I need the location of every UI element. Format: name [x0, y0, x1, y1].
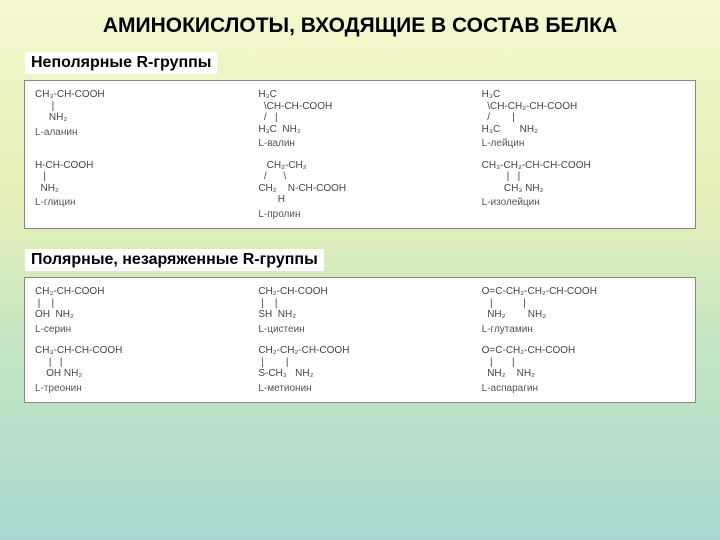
polar-block: CH₂-CH-COOH | | OH NH₂ L-серин CH₂-CH-CO…	[24, 277, 696, 403]
formula-line: CH₂-CH-COOH	[35, 286, 238, 298]
formula-line: | |	[482, 171, 685, 183]
molecule-glycine: H-CH-COOH | NH₂ L-глицин	[35, 160, 238, 221]
molecule-label: L-аланин	[35, 127, 238, 139]
formula-line: | |	[482, 298, 685, 310]
formula-line: NH₂	[35, 112, 238, 124]
molecule-label: L-треонин	[35, 383, 238, 395]
polar-row2: CH₃-CH-CH-COOH | | OH NH₂ L-треонин CH₂-…	[35, 345, 685, 394]
molecule-isoleucine: CH₃-CH₂-CH-CH-COOH | | CH₃ NH₂ L-изолейц…	[482, 160, 685, 221]
formula-line: | |	[258, 298, 461, 310]
molecule-asparagine: O=C-CH₂-CH-COOH | | NH₂ NH₂ L-аспарагин	[482, 345, 685, 394]
formula-line: CH₃-CH-COOH	[35, 89, 238, 101]
formula-line: H₃C	[482, 89, 685, 101]
formula-line: CH₃-CH₂-CH-CH-COOH	[482, 160, 685, 172]
formula-line: NH₂ NH₂	[482, 309, 685, 321]
formula-line: \CH-CH₂-CH-COOH	[482, 101, 685, 113]
molecule-cysteine: CH₂-CH-COOH | | SH NH₂ L-цистеин	[258, 286, 461, 335]
formula-line: / |	[482, 112, 685, 124]
molecule-label: L-пролин	[258, 209, 461, 221]
formula-line: OH NH₂	[35, 309, 238, 321]
molecule-valine: H₃C \CH-CH-COOH / | H₃C NH₂ L-валин	[258, 89, 461, 150]
formula-line: | |	[258, 357, 461, 369]
formula-line: / |	[258, 112, 461, 124]
formula-line: NH₂	[35, 183, 238, 195]
formula-line: NH₂ NH₂	[482, 368, 685, 380]
molecule-label: L-аспарагин	[482, 383, 685, 395]
molecule-label: L-глутамин	[482, 324, 685, 336]
molecule-label: L-метионин	[258, 383, 461, 395]
formula-line: CH₂-CH₂-CH-COOH	[258, 345, 461, 357]
molecule-proline: CH₂-CH₂ / \ CH₂ N-CH-COOH H L-пролин	[258, 160, 461, 221]
molecule-label: L-лейцин	[482, 138, 685, 150]
formula-line: |	[35, 101, 238, 113]
formula-line: H₃C NH₂	[482, 124, 685, 136]
molecule-serine: CH₂-CH-COOH | | OH NH₂ L-серин	[35, 286, 238, 335]
formula-line: CH₂-CH-COOH	[258, 286, 461, 298]
molecule-leucine: H₃C \CH-CH₂-CH-COOH / | H₃C NH₂ L-лейцин	[482, 89, 685, 150]
nonpolar-row2: H-CH-COOH | NH₂ L-глицин CH₂-CH₂ / \ CH₂…	[35, 160, 685, 221]
molecule-threonine: CH₃-CH-CH-COOH | | OH NH₂ L-треонин	[35, 345, 238, 394]
formula-line: OH NH₂	[35, 368, 238, 380]
formula-line: SH NH₂	[258, 309, 461, 321]
formula-line: / \	[258, 171, 461, 183]
formula-line: CH₂-CH₂	[258, 160, 461, 172]
nonpolar-block: CH₃-CH-COOH | NH₂ L-аланин H₃C \CH-CH-CO…	[24, 80, 696, 229]
formula-line: H₃C NH₂	[258, 124, 461, 136]
formula-line: H	[258, 194, 461, 206]
slide-title: АМИНОКИСЛОТЫ, ВХОДЯЩИЕ В СОСТАВ БЕЛКА	[0, 0, 720, 46]
nonpolar-row1: CH₃-CH-COOH | NH₂ L-аланин H₃C \CH-CH-CO…	[35, 89, 685, 150]
section1-heading: Неполярные R-группы	[25, 52, 217, 74]
formula-line: | |	[482, 357, 685, 369]
formula-line: O=C-CH₂-CH₂-CH-COOH	[482, 286, 685, 298]
molecule-glutamine: O=C-CH₂-CH₂-CH-COOH | | NH₂ NH₂ L-глутам…	[482, 286, 685, 335]
formula-line: \CH-CH-COOH	[258, 101, 461, 113]
molecule-label: L-серин	[35, 324, 238, 336]
molecule-methionine: CH₂-CH₂-CH-COOH | | S-CH₃ NH₂ L-метионин	[258, 345, 461, 394]
formula-line: CH₃ NH₂	[482, 183, 685, 195]
formula-line: | |	[35, 357, 238, 369]
formula-line: | |	[35, 298, 238, 310]
section2-heading: Полярные, незаряженные R-группы	[25, 249, 324, 271]
formula-line: H-CH-COOH	[35, 160, 238, 172]
polar-row1: CH₂-CH-COOH | | OH NH₂ L-серин CH₂-CH-CO…	[35, 286, 685, 335]
formula-line: CH₂ N-CH-COOH	[258, 183, 461, 195]
formula-line: CH₃-CH-CH-COOH	[35, 345, 238, 357]
molecule-alanine: CH₃-CH-COOH | NH₂ L-аланин	[35, 89, 238, 150]
formula-line: S-CH₃ NH₂	[258, 368, 461, 380]
molecule-label: L-валин	[258, 138, 461, 150]
molecule-label: L-изолейцин	[482, 197, 685, 209]
formula-line: |	[35, 171, 238, 183]
formula-line: H₃C	[258, 89, 461, 101]
molecule-label: L-цистеин	[258, 324, 461, 336]
molecule-label: L-глицин	[35, 197, 238, 209]
formula-line: O=C-CH₂-CH-COOH	[482, 345, 685, 357]
